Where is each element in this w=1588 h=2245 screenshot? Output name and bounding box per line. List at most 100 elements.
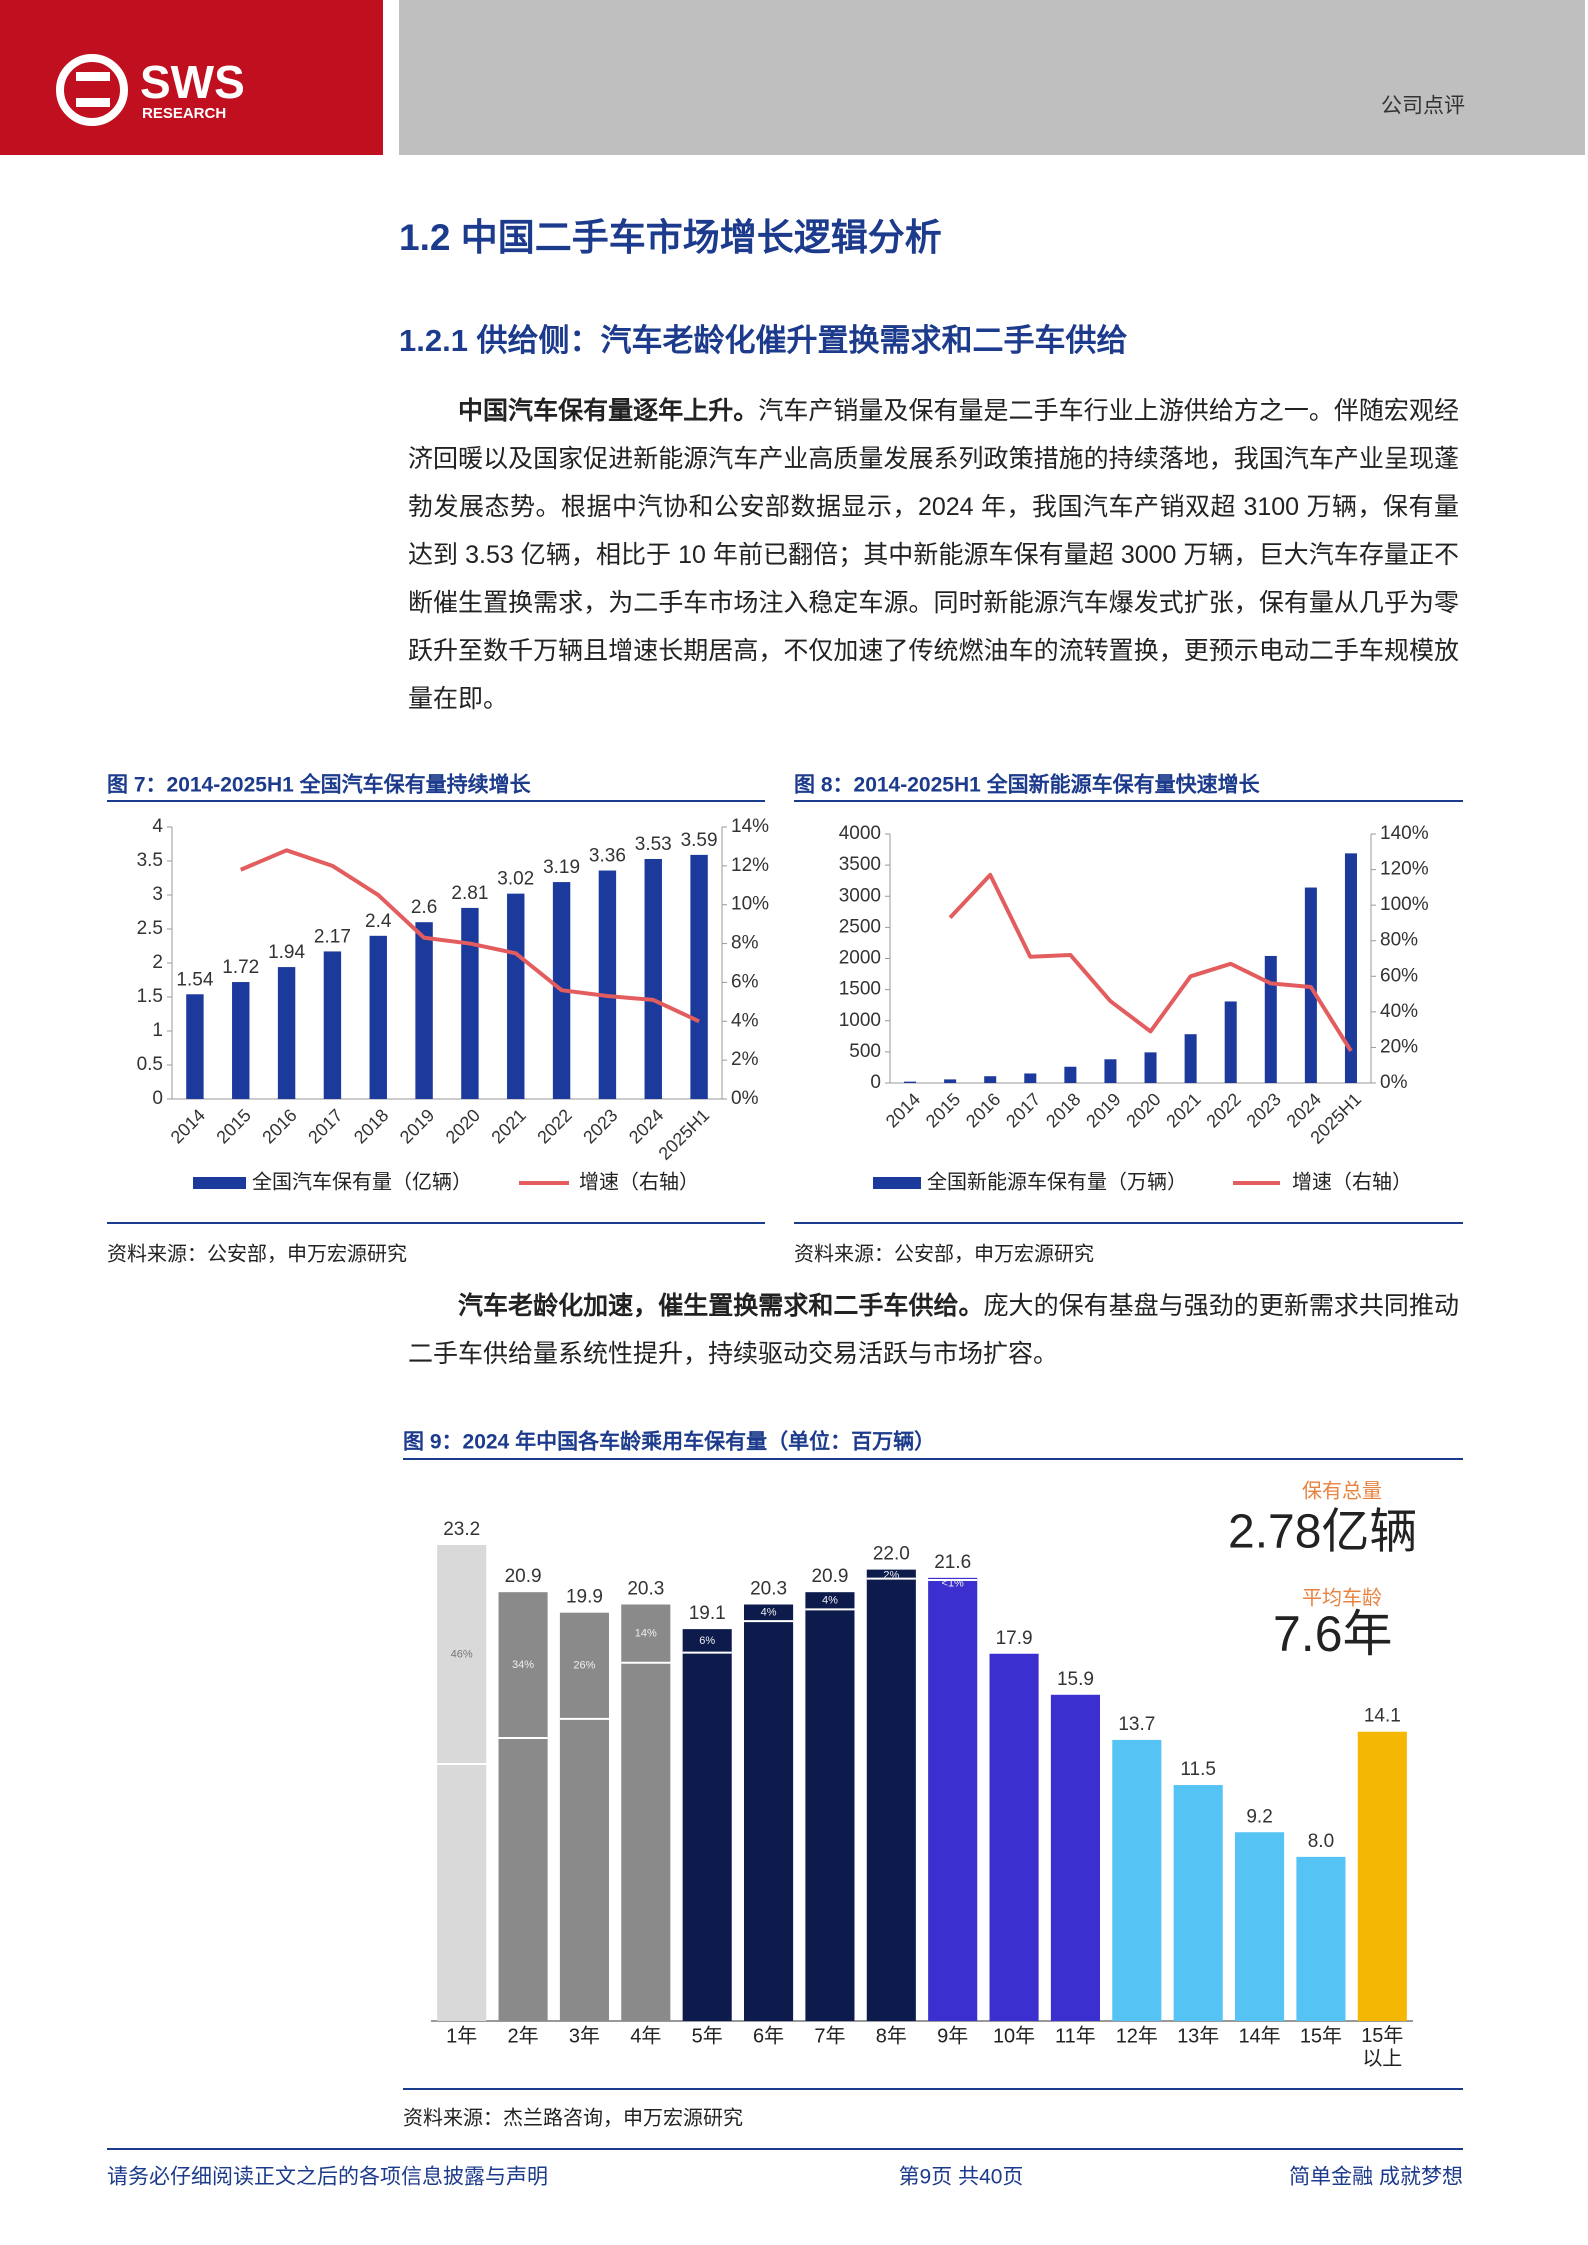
y-tick-label: 1.5 <box>137 986 163 1007</box>
legend-swatch <box>193 1177 246 1189</box>
bar <box>323 951 342 1099</box>
data-label: 2.4 <box>365 911 392 932</box>
bar <box>1224 1001 1237 1083</box>
x-tick-label: 7年 <box>814 2024 845 2047</box>
y2-tick-label: 8% <box>731 933 759 954</box>
bar <box>1173 1785 1223 2021</box>
section-title: 1.2 中国二手车市场增长逻辑分析 <box>399 216 942 258</box>
data-label: 14.1 <box>1364 1706 1401 1727</box>
x-tick-label: 15年 <box>1300 2024 1342 2047</box>
x-tick-label: 2014 <box>882 1089 924 1131</box>
line-series <box>239 848 700 1024</box>
y2-tick-label: 2% <box>731 1049 759 1070</box>
y-tick-label: 2000 <box>839 948 881 969</box>
bar <box>904 1081 917 1083</box>
legend-label: 增速（右轴） <box>579 1170 699 1193</box>
y2-tick-label: 60% <box>1380 965 1418 986</box>
y2-tick-label: 0% <box>1380 1072 1408 1093</box>
logo-icon <box>76 72 110 81</box>
bar <box>1357 1731 1407 2021</box>
bar <box>277 967 296 1099</box>
bar <box>186 994 204 1099</box>
bar <box>232 982 250 1099</box>
data-label: 22.0 <box>873 1544 910 1565</box>
data-label: 15.9 <box>1057 1669 1094 1690</box>
data-label: 17.9 <box>996 1628 1033 1649</box>
x-tick-label: 2025H1 <box>655 1105 714 1164</box>
data-label: 11.5 <box>1180 1759 1216 1780</box>
share-label: 4% <box>761 1607 777 1619</box>
data-label: 3.36 <box>589 846 626 867</box>
paragraph-text: 汽车产销量及保有量是二手车行业上游供给方之一。伴随宏观经济回暖以及国家促进新能源… <box>408 397 1459 713</box>
y-tick-label: 4 <box>152 816 163 837</box>
paragraph-lead: 汽车老龄化加速，催生置换需求和二手车供给。 <box>458 1292 984 1320</box>
subsection-title: 1.2.1 供给侧：汽车老龄化催升置换需求和二手车供给 <box>399 323 1128 358</box>
y2-tick-label: 4% <box>731 1010 759 1031</box>
share-label: 34% <box>512 1659 534 1671</box>
x-tick-label: 2021 <box>487 1105 529 1147</box>
figure-source: 资料来源：公安部，申万宏源研究 <box>794 1242 1094 1265</box>
figure-title: 图 8：2014-2025H1 全国新能源车保有量快速增长 <box>794 773 1261 797</box>
paragraph-lead: 中国汽车保有量逐年上升。 <box>458 397 759 425</box>
x-tick-label: 8年 <box>876 2024 907 2047</box>
data-label: 19.9 <box>566 1587 603 1608</box>
legend-swatch <box>873 1177 921 1189</box>
paragraph: 中国汽车保有量逐年上升。汽车产销量及保有量是二手车行业上游供给方之一。伴随宏观经… <box>408 387 1459 723</box>
header-bar <box>399 0 1585 155</box>
x-tick-label: 9年 <box>937 2024 968 2047</box>
x-tick-label: 2014 <box>167 1105 209 1147</box>
y-tick-label: 3 <box>152 884 163 905</box>
bar <box>984 1076 997 1083</box>
footer-right: 简单金融 成就梦想 <box>1289 2166 1463 2189</box>
y-tick-label: 500 <box>849 1041 881 1062</box>
bar <box>369 935 387 1099</box>
legend-label: 全国新能源车保有量（万辆） <box>927 1170 1187 1193</box>
y2-tick-label: 14% <box>731 816 769 837</box>
bar <box>415 922 433 1099</box>
x-tick-label: 2017 <box>1002 1089 1044 1131</box>
x-tick-label: 2015 <box>212 1105 254 1147</box>
y2-tick-label: 120% <box>1380 859 1429 880</box>
data-label: 19.1 <box>689 1603 726 1624</box>
annotation: 平均车龄 <box>1302 1586 1382 1609</box>
x-tick-label: 2016 <box>962 1089 1004 1131</box>
y2-tick-label: 20% <box>1380 1036 1418 1057</box>
paragraph-text: 庞大的保有基盘与强劲的更新需求共同推动二手车供给量系统性提升，持续驱动交易活跃与… <box>408 1292 1459 1368</box>
y-tick-label: 1000 <box>839 1010 881 1031</box>
share-label: 4% <box>822 1595 838 1607</box>
y-tick-label: 2500 <box>839 916 881 937</box>
y2-tick-label: 140% <box>1380 823 1429 844</box>
x-tick-label: 2年 <box>508 2024 539 2047</box>
legend-label: 全国汽车保有量（亿辆） <box>252 1170 472 1193</box>
x-tick-label: 2024 <box>625 1105 667 1147</box>
bar <box>744 1604 794 2021</box>
logo-text: SWS <box>140 56 245 108</box>
y2-tick-label: 80% <box>1380 930 1418 951</box>
x-tick-label: 2022 <box>1202 1089 1244 1131</box>
bar <box>1144 1052 1157 1083</box>
y-tick-label: 0 <box>152 1088 163 1109</box>
x-tick-label: 2020 <box>1122 1089 1164 1131</box>
data-label: 2.81 <box>451 883 488 904</box>
data-label: 20.3 <box>750 1579 787 1600</box>
y2-tick-label: 6% <box>731 971 759 992</box>
figure-title: 图 9：2024 年中国各车龄乘用车保有量（单位：百万辆） <box>403 1430 935 1454</box>
data-label: 1.72 <box>222 957 259 978</box>
bar <box>989 1653 1039 2021</box>
x-tick-label: 13年 <box>1177 2024 1219 2047</box>
data-label: 20.9 <box>811 1566 848 1587</box>
bar <box>1264 955 1277 1083</box>
x-tick-label: 2019 <box>1082 1089 1124 1131</box>
x-tick-label: 4年 <box>630 2024 661 2047</box>
bar <box>437 1545 487 2021</box>
y2-tick-label: 100% <box>1380 894 1429 915</box>
y2-tick-label: 12% <box>731 855 769 876</box>
bar <box>1050 1694 1100 2021</box>
x-tick-label: 3年 <box>569 2024 600 2047</box>
y-tick-label: 3000 <box>839 885 881 906</box>
x-tick-label: 2021 <box>1162 1089 1204 1131</box>
share-label: 2% <box>883 1570 899 1582</box>
x-tick-label: 2023 <box>1243 1089 1285 1131</box>
x-tick-label: 2017 <box>304 1105 346 1147</box>
